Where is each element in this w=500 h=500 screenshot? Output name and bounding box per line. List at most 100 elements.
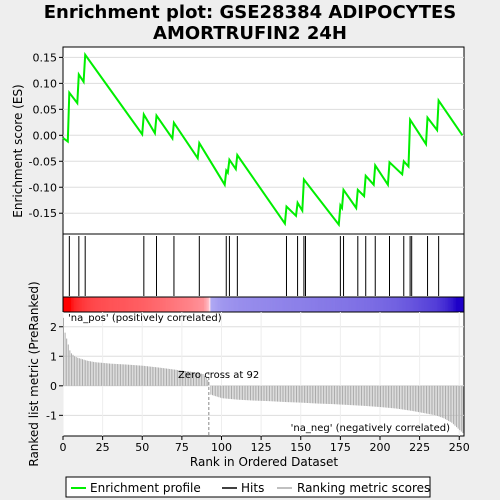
heatmap-cell bbox=[392, 297, 395, 312]
heatmap-cell bbox=[183, 297, 186, 312]
heatmap-cell bbox=[121, 297, 124, 312]
heatmap-cell bbox=[159, 297, 162, 312]
heatmap-cell bbox=[357, 297, 360, 312]
heatmap-cell bbox=[351, 297, 354, 312]
x-tick-label: 200 bbox=[369, 441, 390, 454]
heatmap-cell bbox=[321, 297, 324, 312]
heatmap-cell bbox=[329, 297, 332, 312]
heatmap-cell bbox=[135, 297, 138, 312]
heatmap-cell bbox=[169, 297, 172, 312]
ranking-heatmap-bar bbox=[63, 297, 465, 312]
metric-panel bbox=[62, 311, 465, 437]
x-tick-label: 250 bbox=[449, 441, 470, 454]
metric-y-axis: 2 1 0 -1 bbox=[46, 321, 63, 422]
heatmap-cell bbox=[166, 297, 169, 312]
es-y-tick-label: 0.15 bbox=[33, 51, 58, 64]
heatmap-cell bbox=[70, 297, 73, 312]
heatmap-cell bbox=[207, 297, 210, 312]
heatmap-cell bbox=[77, 297, 80, 312]
heatmap-cell bbox=[462, 297, 465, 312]
heatmap-cell bbox=[240, 297, 243, 312]
heatmap-cell bbox=[229, 297, 232, 312]
heatmap-cell bbox=[243, 297, 246, 312]
heatmap-cell bbox=[337, 297, 340, 312]
heatmap-cell bbox=[235, 297, 238, 312]
heatmap-cell bbox=[110, 297, 113, 312]
heatmap-cell bbox=[101, 297, 104, 312]
chart-title-line-2: AMORTRUFIN2 24H bbox=[153, 23, 347, 44]
heatmap-cell bbox=[170, 297, 173, 312]
heatmap-cell bbox=[343, 297, 346, 312]
heatmap-cell bbox=[74, 297, 77, 312]
heatmap-cell bbox=[457, 297, 460, 312]
heatmap-cell bbox=[105, 297, 108, 312]
heatmap-cell bbox=[421, 297, 424, 312]
heatmap-cell bbox=[223, 297, 226, 312]
es-panel bbox=[62, 46, 465, 235]
heatmap-cell bbox=[89, 297, 92, 312]
heatmap-cell bbox=[189, 297, 192, 312]
heatmap-cell bbox=[387, 297, 390, 312]
heatmap-cell bbox=[82, 297, 85, 312]
heatmap-cell bbox=[302, 297, 305, 312]
heatmap-cell bbox=[278, 297, 281, 312]
x-tick-label: 175 bbox=[330, 441, 351, 454]
heatmap-cell bbox=[324, 297, 327, 312]
heatmap-cell bbox=[308, 297, 311, 312]
heatmap-cell bbox=[381, 297, 384, 312]
heatmap-cell bbox=[275, 297, 278, 312]
heatmap-cell bbox=[131, 297, 134, 312]
heatmap-cell bbox=[238, 297, 241, 312]
heatmap-cell bbox=[194, 297, 197, 312]
heatmap-cell bbox=[368, 297, 371, 312]
heatmap-cell bbox=[139, 297, 142, 312]
heatmap-cell bbox=[359, 297, 362, 312]
heatmap-cell bbox=[394, 297, 397, 312]
heatmap-cell bbox=[188, 297, 191, 312]
pos-label: 'na_pos' (positively correlated) bbox=[68, 313, 222, 324]
heatmap-cell bbox=[118, 297, 121, 312]
heatmap-cell bbox=[356, 297, 359, 312]
heatmap-cell bbox=[116, 297, 119, 312]
heatmap-cell bbox=[242, 297, 245, 312]
heatmap-cell bbox=[64, 297, 67, 312]
heatmap-cell bbox=[208, 297, 211, 312]
heatmap-cell bbox=[237, 297, 240, 312]
heatmap-cell bbox=[173, 297, 176, 312]
heatmap-cell bbox=[123, 297, 126, 312]
heatmap-cell bbox=[72, 297, 75, 312]
heatmap-cell bbox=[291, 297, 294, 312]
heatmap-cell bbox=[246, 297, 249, 312]
metric-x-axis: 0 25 50 75 100 125 150 175 200 225 250 bbox=[60, 436, 470, 454]
heatmap-cell bbox=[438, 297, 441, 312]
heatmap-cell bbox=[134, 297, 137, 312]
heatmap-cell bbox=[348, 297, 351, 312]
heatmap-cell bbox=[162, 297, 165, 312]
heatmap-cell bbox=[248, 297, 251, 312]
heatmap-cell bbox=[416, 297, 419, 312]
heatmap-cell bbox=[391, 297, 394, 312]
heatmap-cell bbox=[191, 297, 194, 312]
heatmap-cell bbox=[295, 297, 298, 312]
heatmap-cell bbox=[399, 297, 402, 312]
heatmap-cell bbox=[459, 297, 462, 312]
heatmap-cell bbox=[449, 297, 452, 312]
heatmap-cell bbox=[115, 297, 118, 312]
heatmap-cell bbox=[143, 297, 146, 312]
heatmap-cell bbox=[192, 297, 195, 312]
heatmap-cell bbox=[213, 297, 216, 312]
heatmap-cell bbox=[99, 297, 102, 312]
heatmap-cell bbox=[452, 297, 455, 312]
heatmap-cell bbox=[218, 297, 221, 312]
heatmap-cell bbox=[313, 297, 316, 312]
heatmap-cell bbox=[451, 297, 454, 312]
heatmap-cell bbox=[120, 297, 123, 312]
heatmap-cell bbox=[124, 297, 127, 312]
heatmap-cell bbox=[264, 297, 267, 312]
heatmap-cell bbox=[365, 297, 368, 312]
heatmap-cell bbox=[427, 297, 430, 312]
heatmap-cell bbox=[360, 297, 363, 312]
heatmap-cell bbox=[156, 297, 159, 312]
heatmap-cell bbox=[375, 297, 378, 312]
heatmap-cell bbox=[167, 297, 170, 312]
